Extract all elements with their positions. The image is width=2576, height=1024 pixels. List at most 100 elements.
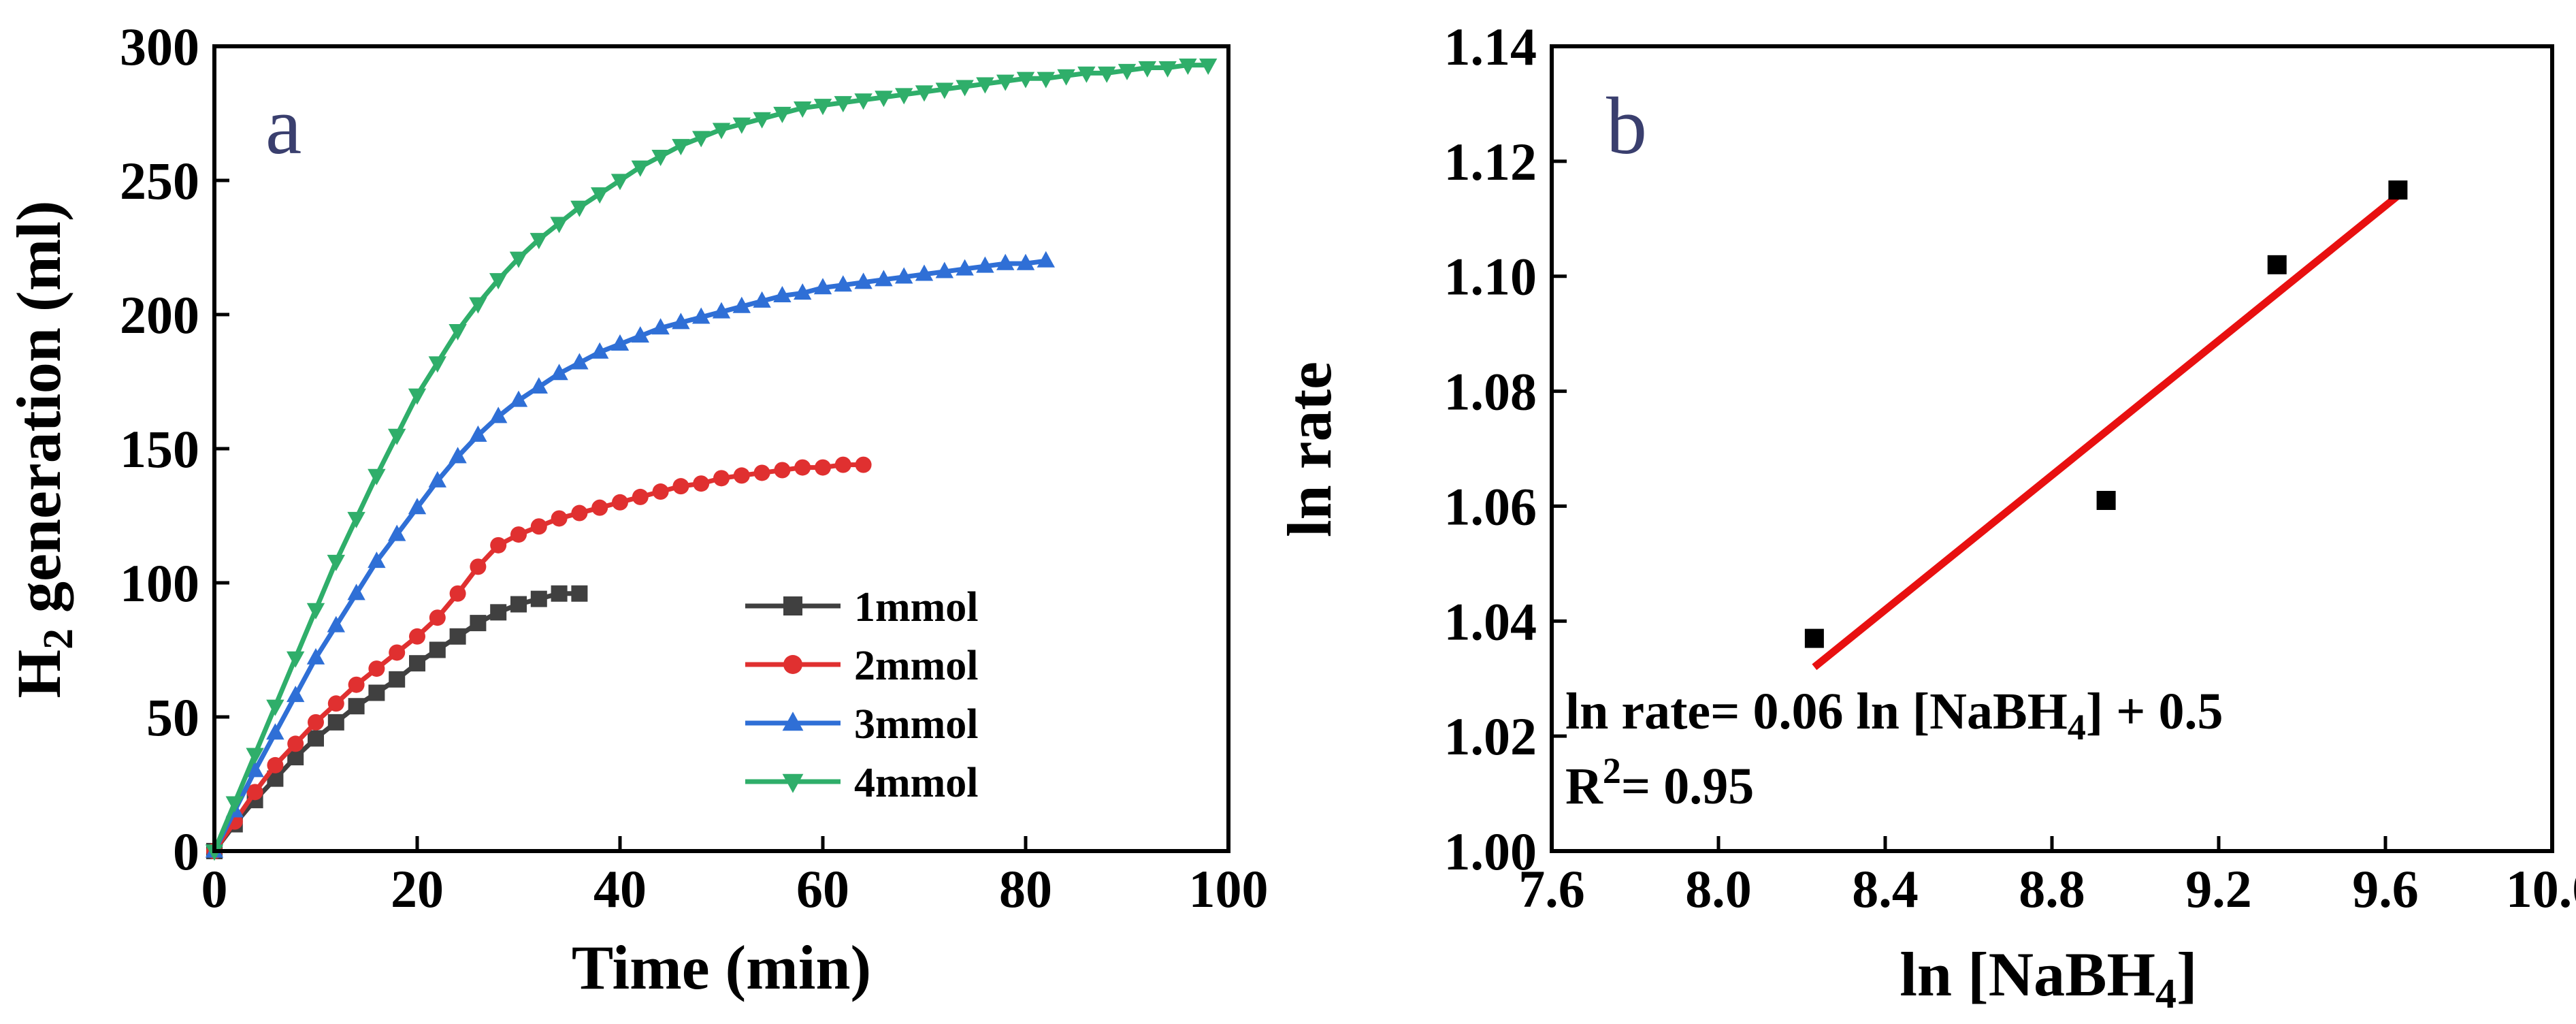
- panel-b-x-tick-label: 10.0: [2506, 859, 2576, 918]
- data-point-3mmol: [732, 296, 751, 313]
- data-point-2mmol: [308, 714, 324, 731]
- data-point-3mmol: [570, 353, 589, 370]
- data-point-4mmol: [1037, 71, 1055, 89]
- data-point-4mmol: [631, 160, 649, 177]
- data-point-2mmol: [834, 456, 851, 473]
- data-point-4mmol: [915, 85, 934, 102]
- data-point-2mmol: [774, 462, 791, 479]
- data-point-2mmol: [327, 695, 344, 712]
- data-point-4mmol: [225, 796, 244, 813]
- data-point-3mmol: [834, 275, 852, 292]
- data-point-4mmol: [794, 101, 812, 118]
- data-point-4mmol: [1179, 58, 1197, 75]
- legend-marker-1mmol: [783, 596, 802, 615]
- data-point-2mmol: [368, 660, 385, 677]
- legend-item-3mmol: 3mmol: [745, 701, 979, 748]
- data-point-3mmol: [347, 583, 365, 601]
- data-point-4mmol: [1057, 69, 1075, 86]
- panel-b-y-tick-label: 1.10: [1444, 247, 1537, 306]
- legend-item-1mmol: 1mmol: [745, 584, 979, 630]
- data-point-4mmol: [1016, 71, 1035, 89]
- data-point-4mmol: [428, 356, 446, 373]
- data-point-3mmol: [794, 283, 812, 300]
- data-point-3mmol: [813, 278, 832, 295]
- data-point-2mmol: [246, 784, 263, 801]
- legend-label-4mmol: 4mmol: [854, 760, 979, 806]
- data-point-2mmol: [449, 585, 466, 602]
- panel-b-y-tick-label: 1.14: [1444, 17, 1537, 76]
- data-point-4mmol: [753, 112, 771, 129]
- data-point-4mmol: [1118, 63, 1137, 80]
- data-point-3mmol: [408, 498, 427, 515]
- data-point-4mmol: [672, 139, 690, 156]
- panel-b-x-tick-label: 9.2: [2185, 859, 2252, 918]
- panel-b-x-tick-label: 8.0: [1685, 859, 1752, 918]
- data-point-1mmol: [571, 585, 588, 602]
- data-point-4mmol: [266, 699, 284, 716]
- data-point-1mmol: [409, 655, 425, 672]
- panel-a-y-tick-label: 250: [120, 151, 199, 210]
- series-line-4mmol: [212, 63, 1209, 852]
- data-point-2mmol: [287, 735, 304, 752]
- data-point-3mmol: [672, 313, 690, 330]
- panel-a-x-tick-label: 0: [201, 859, 228, 918]
- scatter-point: [1804, 628, 1824, 648]
- data-point-4mmol: [449, 324, 467, 341]
- panel-a-x-tick-label: 80: [999, 859, 1052, 918]
- data-point-2mmol: [530, 518, 547, 535]
- panel-a-x-tick-label: 20: [391, 859, 444, 918]
- panel-a-y-axis-title: H2 generation (ml): [4, 200, 82, 698]
- data-point-4mmol: [287, 651, 305, 668]
- panel-b-r-squared: R2= 0.95: [1565, 750, 1754, 815]
- panel-a-x-tick-label: 100: [1189, 859, 1269, 918]
- data-point-1mmol: [308, 730, 324, 747]
- data-point-4mmol: [732, 117, 751, 134]
- data-point-3mmol: [388, 524, 406, 541]
- data-point-3mmol: [976, 256, 994, 273]
- data-point-3mmol: [631, 326, 649, 343]
- panel-a-legend: 1mmol 2mmol 3mmol 4mmol: [745, 584, 979, 806]
- legend-label-3mmol: 3mmol: [854, 701, 979, 748]
- data-point-2mmol: [612, 494, 628, 511]
- data-point-1mmol: [470, 615, 487, 632]
- scatter-point: [2267, 255, 2287, 274]
- data-point-4mmol: [956, 80, 974, 97]
- data-point-4mmol: [712, 123, 731, 140]
- data-point-4mmol: [651, 149, 670, 166]
- data-point-3mmol: [651, 318, 670, 335]
- data-point-3mmol: [610, 334, 630, 351]
- data-point-3mmol: [1037, 251, 1055, 268]
- data-point-3mmol: [246, 761, 264, 778]
- panel-a-y-tick-label: 200: [120, 285, 199, 345]
- data-point-4mmol: [246, 748, 264, 765]
- panel-a-x-tick-label: 40: [593, 859, 647, 918]
- panel-b-y-tick-label: 1.06: [1444, 477, 1537, 536]
- data-point-2mmol: [591, 499, 608, 516]
- data-point-3mmol: [1016, 253, 1035, 270]
- data-point-4mmol: [1138, 61, 1156, 78]
- panel-b-y-tick-label: 1.08: [1444, 362, 1537, 421]
- data-point-2mmol: [753, 464, 770, 481]
- series-4mmol: [205, 58, 1218, 861]
- data-point-3mmol: [854, 272, 873, 289]
- panel-a: 0 20 40 60 80 100 0 50 100 150 200 250 300 a H2 gene…: [4, 17, 1269, 1002]
- panel-b-plot-frame: [1550, 44, 2554, 853]
- data-point-3mmol: [895, 267, 913, 284]
- data-point-2mmol: [267, 756, 284, 773]
- panel-a-y-tick-label: 100: [120, 554, 199, 613]
- legend-marker-4mmol: [782, 773, 804, 793]
- panel-b-x-tick-label: 8.8: [2019, 859, 2085, 918]
- data-point-3mmol: [509, 390, 528, 407]
- data-point-4mmol: [692, 131, 711, 148]
- data-point-3mmol: [773, 286, 792, 303]
- panel-b-letter: b: [1606, 80, 1647, 171]
- data-point-4mmol: [591, 187, 609, 204]
- data-point-1mmol: [510, 596, 527, 613]
- data-point-2mmol: [490, 537, 507, 554]
- data-point-1mmol: [389, 671, 406, 688]
- data-point-2mmol: [672, 478, 689, 495]
- legend-marker-3mmol: [782, 711, 804, 731]
- data-point-2mmol: [429, 609, 446, 626]
- data-point-1mmol: [327, 714, 344, 731]
- data-point-4mmol: [895, 88, 913, 105]
